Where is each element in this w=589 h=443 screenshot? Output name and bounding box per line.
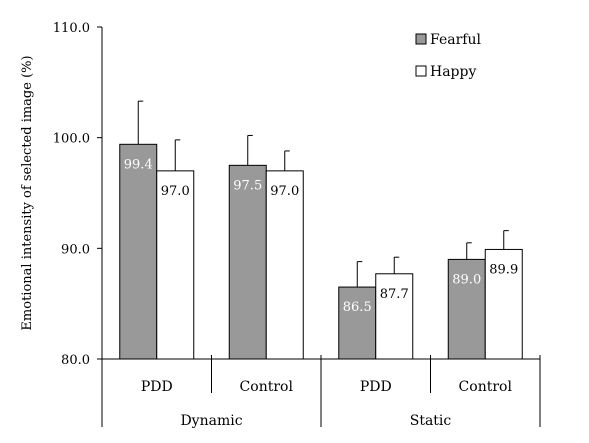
- data-label: 86.5: [343, 300, 372, 315]
- data-label: 87.7: [380, 287, 409, 302]
- legend-swatch: [415, 65, 427, 77]
- bar-fearful: [228, 164, 267, 360]
- bar-fearful: [338, 286, 377, 360]
- y-axis-title: Emotional intensity of selected image (%…: [20, 55, 35, 330]
- data-label: 89.0: [452, 272, 481, 287]
- x-category-label: Control: [240, 379, 294, 395]
- x-category-label: Control: [459, 379, 513, 395]
- x-category-label: PDD: [360, 379, 392, 395]
- data-label: 89.9: [489, 262, 518, 277]
- bar-happy: [484, 248, 523, 360]
- data-label: 97.0: [270, 184, 299, 199]
- x-group-label: Dynamic: [180, 413, 242, 429]
- y-tick-label: 100.0: [53, 132, 90, 147]
- data-label: 99.4: [124, 157, 153, 172]
- x-group-label: Static: [410, 413, 452, 429]
- x-category-label: PDD: [141, 379, 173, 395]
- bar-happy: [265, 170, 304, 360]
- y-tick-label: 110.0: [53, 21, 90, 36]
- legend: Fearful Happy: [415, 32, 481, 80]
- data-label: 97.5: [233, 178, 262, 193]
- labels: 99.4 97.5 86.5 89.0 97.0 97.0 87.7 89.9: [124, 157, 518, 315]
- bars: [119, 100, 523, 360]
- legend-label: Fearful: [430, 32, 481, 48]
- y-tick-label: 90.0: [61, 242, 90, 257]
- bar-happy: [156, 170, 195, 360]
- bar-fearful: [119, 143, 158, 360]
- legend-label: Happy: [430, 64, 476, 80]
- legend-swatch: [415, 33, 427, 45]
- y-tick-label: 80.0: [61, 353, 90, 368]
- data-label: 97.0: [161, 184, 190, 199]
